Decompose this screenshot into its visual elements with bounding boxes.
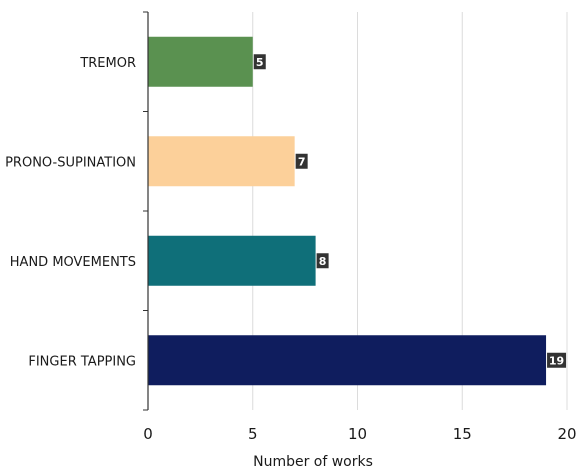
value-label-box-prono-supination	[295, 153, 308, 169]
labels: TREMOR 5 PRONO-SUPINATION 7 HAND MOVEMENTS 8 F…	[5, 54, 577, 443]
category-label-tremor: TREMOR	[79, 56, 136, 71]
value-label-box-tremor	[253, 54, 266, 70]
bar-finger-tapping	[148, 335, 547, 386]
x-tick-label-20: 20	[557, 425, 576, 443]
x-tick-label-10: 10	[348, 425, 367, 443]
value-label-finger-tapping: 19	[549, 354, 564, 367]
value-label-prono-supination: 7	[298, 155, 306, 168]
value-label-tremor: 5	[256, 56, 264, 69]
value-label-box-finger-tapping	[547, 352, 567, 368]
value-label-hand-movements: 8	[319, 255, 327, 268]
category-label-hand-movements: HAND MOVEMENTS	[10, 255, 136, 270]
x-tick-label-15: 15	[453, 425, 472, 443]
bar-hand-movements	[148, 235, 316, 286]
x-tick-label-5: 5	[248, 425, 258, 443]
x-tick-label-0: 0	[143, 425, 153, 443]
bars	[148, 36, 547, 386]
bar-prono-supination	[148, 136, 295, 187]
category-label-finger-tapping: FINGER TAPPING	[28, 354, 136, 369]
x-axis-title: Number of works	[253, 454, 373, 468]
axes	[143, 11, 149, 411]
bar-tremor	[148, 36, 253, 87]
category-label-prono-supination: PRONO-SUPINATION	[5, 155, 136, 170]
value-label-box-hand-movements	[316, 253, 329, 269]
